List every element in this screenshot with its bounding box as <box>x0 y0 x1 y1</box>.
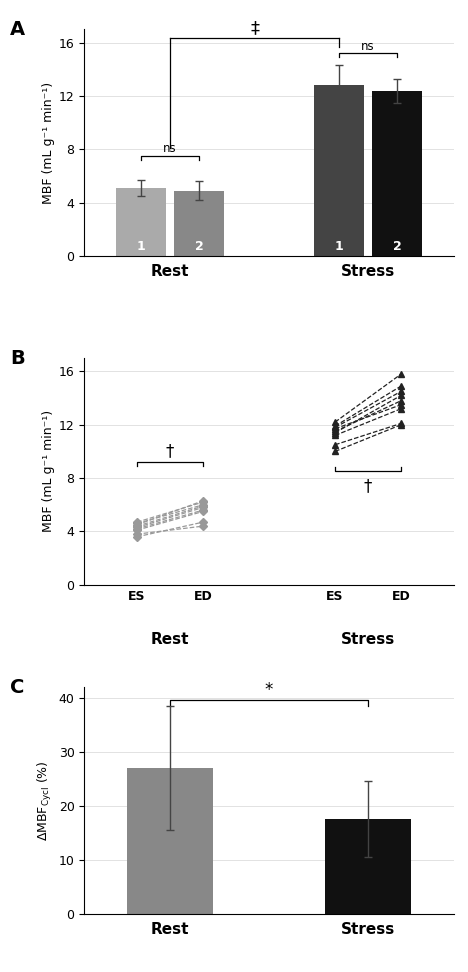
Text: B: B <box>10 349 25 368</box>
Text: †: † <box>364 476 373 495</box>
Bar <box>174 191 224 256</box>
Text: ns: ns <box>361 40 375 52</box>
Text: 1: 1 <box>137 240 146 253</box>
Bar <box>116 188 166 256</box>
Y-axis label: MBF (mL g⁻¹ min⁻¹): MBF (mL g⁻¹ min⁻¹) <box>42 410 55 533</box>
Text: Rest: Rest <box>151 632 190 646</box>
Text: Stress: Stress <box>341 632 395 646</box>
Y-axis label: MBF (mL g⁻¹ min⁻¹): MBF (mL g⁻¹ min⁻¹) <box>42 82 55 203</box>
Text: *: * <box>265 681 273 699</box>
Text: 2: 2 <box>393 240 402 253</box>
Bar <box>372 90 422 256</box>
Text: ‡: ‡ <box>250 19 259 37</box>
Y-axis label: ΔMBF$_\mathrm{Cycl}$ (%): ΔMBF$_\mathrm{Cycl}$ (%) <box>37 760 54 841</box>
Bar <box>314 86 364 256</box>
Text: 1: 1 <box>335 240 344 253</box>
Text: A: A <box>10 20 25 39</box>
Text: C: C <box>10 677 25 697</box>
Bar <box>127 768 213 914</box>
Bar <box>325 819 411 914</box>
Text: †: † <box>166 442 174 460</box>
Text: 2: 2 <box>195 240 204 253</box>
Text: ns: ns <box>163 142 177 156</box>
